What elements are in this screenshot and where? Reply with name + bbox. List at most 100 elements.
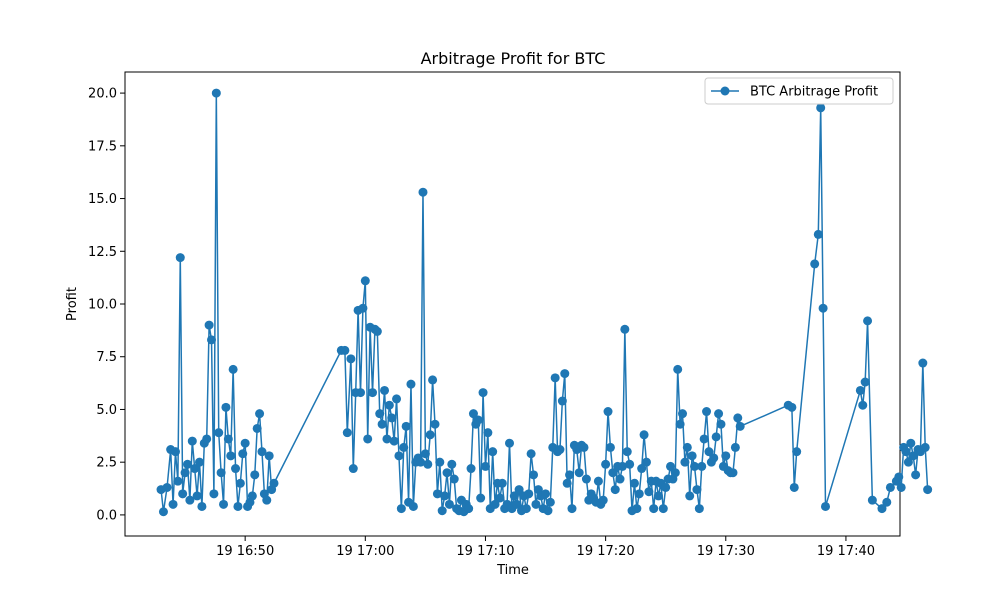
data-point: [557, 396, 567, 406]
data-point: [158, 507, 168, 517]
data-point: [675, 419, 685, 429]
data-point: [543, 506, 553, 516]
data-point: [632, 504, 642, 514]
data-point: [464, 504, 474, 514]
data-point: [608, 468, 618, 478]
data-point: [673, 364, 683, 374]
data-point: [173, 476, 183, 486]
data-point: [356, 388, 365, 398]
data-point: [488, 447, 498, 457]
data-point: [368, 388, 378, 398]
legend-label: BTC Arbitrage Profit: [750, 85, 878, 100]
data-point: [685, 491, 695, 501]
data-point: [408, 501, 418, 511]
data-point: [490, 499, 500, 509]
y-tick-label: 15.0: [88, 192, 117, 207]
data-point: [221, 402, 231, 412]
data-point: [581, 474, 591, 484]
y-tick-label: 10.0: [88, 298, 117, 313]
data-point: [442, 468, 452, 478]
data-point: [560, 369, 570, 379]
data-point: [204, 320, 214, 330]
data-point: [545, 497, 555, 507]
data-point: [524, 489, 534, 499]
data-point: [821, 501, 830, 511]
data-point: [207, 335, 217, 345]
data-point: [195, 457, 204, 467]
data-point: [348, 464, 358, 474]
data-point: [625, 459, 635, 469]
data-point: [428, 375, 438, 385]
data-point: [639, 430, 649, 440]
data-point: [678, 409, 688, 419]
data-point: [185, 495, 195, 505]
data-point: [375, 409, 385, 419]
data-point: [901, 447, 911, 457]
data-point: [512, 499, 522, 509]
data-point: [644, 487, 654, 497]
y-tick-label: 17.5: [88, 139, 117, 154]
data-point: [372, 326, 382, 336]
data-point: [605, 442, 615, 452]
chart-title: Arbitrage Profit for BTC: [421, 49, 606, 68]
data-point: [209, 489, 219, 499]
data-point: [235, 478, 245, 488]
data-point: [658, 504, 668, 514]
data-point: [440, 491, 450, 501]
data-point: [682, 442, 692, 452]
data-point: [629, 478, 639, 488]
data-point: [894, 472, 904, 482]
data-point: [382, 434, 392, 444]
data-point: [435, 457, 445, 467]
data-point: [240, 438, 250, 448]
x-tick-label: 19 16:50: [216, 544, 274, 559]
data-point: [377, 419, 387, 429]
data-point: [531, 499, 541, 509]
data-point: [598, 495, 608, 505]
data-point: [180, 468, 190, 478]
data-point: [620, 324, 630, 334]
data-point: [896, 482, 906, 492]
x-axis-title: Time: [496, 563, 529, 578]
data-point: [567, 504, 577, 514]
data-point: [877, 504, 887, 514]
data-point: [202, 434, 212, 444]
data-point: [211, 88, 221, 98]
data-point: [468, 409, 478, 419]
data-point: [579, 442, 589, 452]
data-point: [637, 464, 647, 474]
data-point: [168, 499, 178, 509]
data-point: [233, 501, 243, 511]
data-point: [694, 504, 704, 514]
data-point: [495, 493, 505, 503]
data-point: [247, 491, 257, 501]
data-point: [342, 428, 352, 438]
data-point: [816, 103, 826, 113]
data-point: [787, 402, 797, 412]
data-point: [447, 459, 457, 469]
data-point: [497, 478, 507, 488]
data-point: [219, 499, 229, 509]
data-point: [680, 457, 690, 467]
data-point: [690, 461, 700, 471]
data-point: [358, 303, 368, 313]
data-point: [252, 423, 262, 433]
data-point: [192, 491, 202, 501]
data-point: [418, 187, 428, 197]
data-point: [730, 442, 740, 452]
x-tick-label: 19 17:20: [577, 544, 635, 559]
data-point: [860, 377, 870, 387]
data-point: [238, 449, 248, 459]
data-point: [810, 259, 820, 269]
data-point: [182, 459, 192, 469]
data-point: [444, 499, 454, 509]
y-tick-label: 0.0: [96, 508, 117, 523]
data-point: [908, 451, 918, 461]
data-point: [175, 253, 185, 263]
data-point: [226, 451, 236, 461]
legend-box: [704, 77, 894, 105]
data-point: [574, 468, 584, 478]
data-point: [340, 345, 350, 355]
data-point: [425, 430, 435, 440]
data-point: [666, 461, 675, 471]
